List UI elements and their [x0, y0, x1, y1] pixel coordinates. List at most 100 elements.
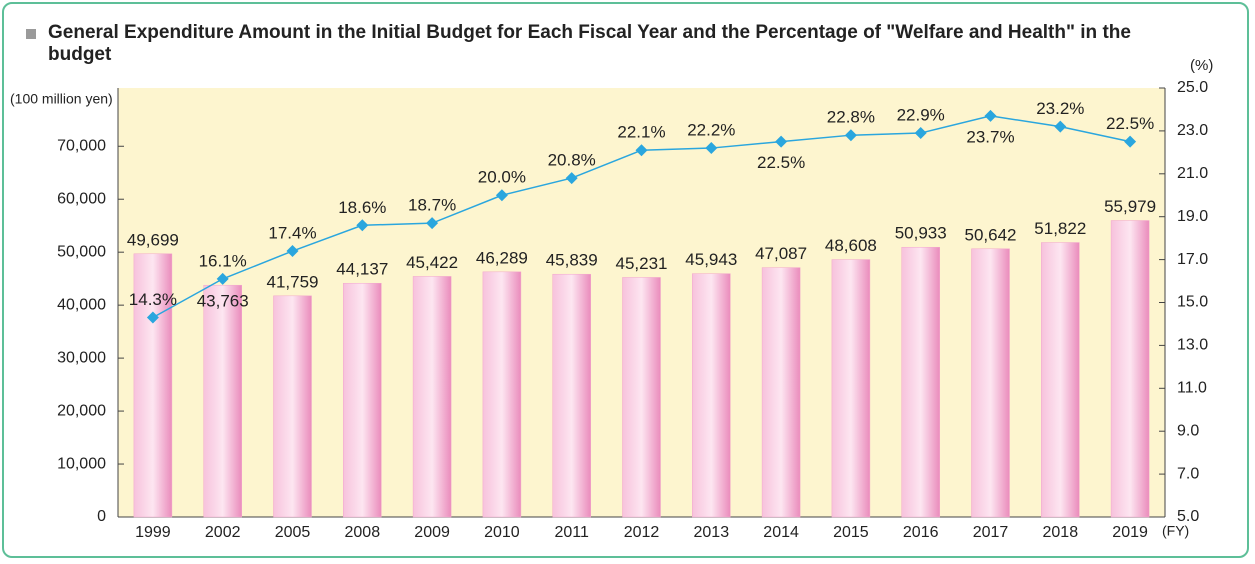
y2-tick-label: 21.0 [1177, 165, 1208, 182]
line-marker [356, 219, 369, 232]
bar-label: 48,608 [825, 236, 877, 255]
line-label: 23.7% [966, 127, 1014, 146]
x-tick-label: 2002 [205, 524, 241, 541]
bar [273, 295, 312, 518]
line-label: 16.1% [199, 251, 247, 270]
bar-label: 50,642 [965, 225, 1017, 244]
x-tick-label: 2015 [833, 524, 869, 541]
y-tick-label: 50,000 [57, 243, 106, 260]
y2-tick-label: 25.0 [1177, 79, 1208, 96]
line-marker [146, 311, 159, 324]
line-label: 22.8% [827, 108, 875, 127]
line-marker [844, 129, 857, 142]
x-axis-label: (FY) [1162, 523, 1189, 539]
y-tick-label: 70,000 [57, 137, 106, 154]
x-tick-label: 2019 [1112, 524, 1148, 541]
bar [761, 267, 801, 518]
bar-label: 44,137 [336, 260, 388, 279]
y2-tick-label: 5.0 [1177, 508, 1199, 525]
frame [2, 2, 1249, 558]
y-tick-label: 20,000 [57, 402, 106, 419]
bar [901, 246, 940, 518]
x-tick-label: 1999 [135, 524, 171, 541]
bar-label: 41,759 [267, 272, 319, 291]
bar [622, 277, 661, 518]
x-tick-label: 2012 [624, 524, 660, 541]
line-label: 22.9% [897, 106, 945, 125]
y2-tick-label: 19.0 [1177, 208, 1208, 225]
x-tick-label: 2016 [903, 524, 939, 541]
line-marker [1124, 135, 1137, 148]
line-label: 20.8% [548, 151, 596, 170]
y-axis-label: (100 million yen) [10, 91, 113, 107]
line-marker [565, 172, 578, 185]
bar-label: 55,979 [1104, 197, 1156, 216]
line-label: 18.7% [408, 196, 456, 215]
y2-tick-label: 23.0 [1177, 122, 1208, 139]
line-marker [1054, 120, 1067, 133]
bar [831, 259, 871, 518]
line-marker [495, 189, 508, 202]
line-label: 22.2% [687, 121, 735, 140]
bar-label: 47,087 [755, 244, 807, 263]
chart-title: General Expenditure Amount in the Initia… [48, 22, 1131, 65]
line-label: 23.2% [1036, 99, 1084, 118]
x-tick-label: 2014 [763, 524, 799, 541]
x-tick-label: 2010 [484, 524, 520, 541]
line-marker [914, 127, 927, 140]
line-marker [705, 142, 718, 155]
line-label: 22.1% [617, 123, 665, 142]
x-tick-label: 2013 [694, 524, 730, 541]
line-marker [984, 109, 997, 122]
y-tick-label: 40,000 [57, 296, 106, 313]
bar-label: 45,422 [406, 253, 458, 272]
line-label: 18.6% [338, 198, 386, 217]
y2-tick-label: 9.0 [1177, 422, 1199, 439]
bar-label: 50,933 [895, 224, 947, 243]
bar [692, 273, 731, 518]
line-marker [426, 217, 439, 230]
y-tick-label: 30,000 [57, 349, 106, 366]
y-tick-label: 10,000 [57, 455, 106, 472]
bar-label: 51,822 [1034, 219, 1086, 238]
bar-label: 43,763 [197, 292, 249, 311]
bar [552, 273, 591, 518]
y-tick-label: 0 [97, 508, 106, 525]
bar [203, 284, 242, 518]
line-label: 22.5% [1106, 114, 1154, 133]
bar [343, 282, 382, 518]
y-tick-label: 60,000 [57, 190, 106, 207]
bar [482, 271, 522, 518]
x-tick-label: 2017 [973, 524, 1009, 541]
bar [1110, 220, 1150, 518]
x-tick-label: 2011 [554, 524, 589, 541]
bar-label: 49,699 [127, 230, 179, 249]
x-tick-label: 2009 [414, 524, 450, 541]
line-label: 17.4% [268, 224, 316, 243]
x-tick-label: 2018 [1043, 524, 1079, 541]
bar-label: 45,839 [546, 251, 598, 270]
line-label: 22.5% [757, 153, 805, 172]
line-marker [286, 245, 299, 258]
x-tick-label: 2005 [275, 524, 311, 541]
y2-tick-label: 7.0 [1177, 465, 1199, 482]
bar-label: 45,943 [685, 250, 737, 269]
bar [1041, 242, 1080, 518]
x-tick-label: 2008 [345, 524, 381, 541]
bar-label: 45,231 [616, 254, 668, 273]
title-marker [26, 29, 36, 39]
line-label: 14.3% [129, 290, 177, 309]
y2-tick-label: 17.0 [1177, 251, 1208, 268]
line-marker [635, 144, 648, 157]
line-label: 20.0% [478, 168, 526, 187]
y2-tick-label: 13.0 [1177, 337, 1208, 354]
line-marker [775, 135, 788, 148]
y2-tick-label: 11.0 [1177, 380, 1207, 397]
y2-axis-label: (%) [1190, 57, 1213, 74]
line-marker [216, 272, 229, 285]
y2-tick-label: 15.0 [1177, 294, 1208, 311]
bar [133, 253, 173, 518]
bar [971, 248, 1010, 518]
bar-label: 46,289 [476, 248, 528, 267]
